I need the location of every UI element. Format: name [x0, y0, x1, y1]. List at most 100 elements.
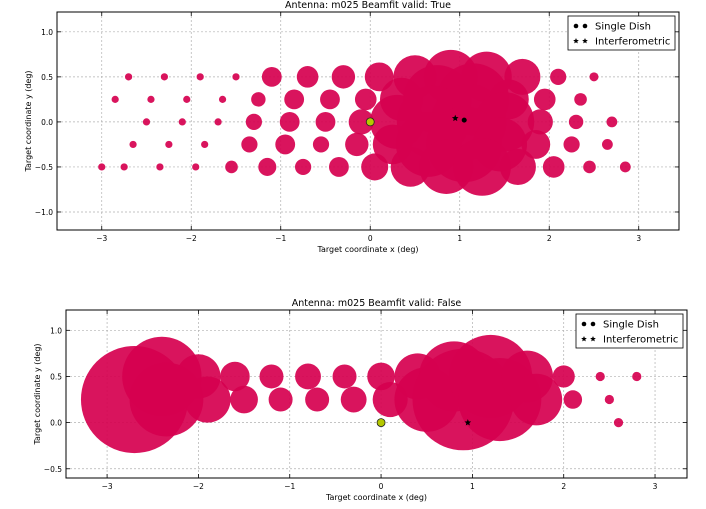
data-point — [192, 163, 200, 171]
data-point — [552, 365, 575, 388]
y-axis-label: Target coordinate y (deg) — [33, 343, 42, 445]
legend-label: Interferometric — [603, 335, 678, 346]
legend-label: Single Dish — [603, 320, 659, 331]
x-axis-label: Target coordinate x (deg) — [316, 245, 418, 254]
data-point — [98, 163, 106, 171]
data-point — [120, 163, 128, 171]
data-point — [147, 95, 155, 103]
chart-panel-2: −3 −2 −1 0 1 2 3 −0.5 0.0 0.5 1.0 Antenna: m025 Bea… — [33, 298, 688, 502]
data-point — [563, 136, 580, 153]
data-point — [527, 109, 553, 135]
data-point — [632, 371, 642, 382]
data-point — [542, 156, 565, 178]
x-tick-label: −1 — [275, 234, 286, 243]
data-point — [245, 113, 262, 131]
y-tick-label: 0.0 — [41, 118, 53, 127]
data-point — [268, 387, 293, 412]
center-point — [376, 418, 386, 428]
data-point — [604, 394, 614, 405]
data-point — [574, 93, 587, 106]
data-point — [124, 73, 133, 81]
data-point — [305, 387, 330, 412]
data-point — [295, 158, 312, 176]
data-point — [340, 386, 367, 413]
legend-star-icon — [581, 336, 587, 342]
data-point — [296, 66, 319, 88]
x-tick-label: 1 — [470, 482, 475, 491]
data-point — [331, 65, 356, 89]
x-tick-label: 2 — [561, 482, 566, 491]
y-tick-label: −0.5 — [35, 163, 53, 172]
x-tick-label: −2 — [193, 482, 204, 491]
data-point — [354, 88, 377, 111]
data-point — [230, 385, 258, 414]
x-tick-label: 0 — [379, 482, 384, 491]
legend-star-icon — [582, 38, 588, 44]
data-points — [80, 334, 642, 454]
data-point — [156, 163, 164, 171]
y-tick-label: 0.0 — [50, 419, 62, 428]
data-point — [279, 111, 300, 132]
y-tick-label: 1.0 — [50, 326, 62, 335]
data-point — [220, 361, 250, 392]
plot-frame — [65, 309, 688, 479]
y-axis-label: Target coordinate y (deg) — [24, 70, 33, 172]
chart-title: Antenna: m025 Beamfit valid: True — [285, 0, 451, 11]
data-point — [568, 114, 584, 130]
data-point — [184, 376, 231, 423]
x-tick-label: 3 — [653, 482, 658, 491]
data-point — [218, 95, 227, 103]
x-axis-label: Target coordinate x (deg) — [325, 493, 427, 502]
data-point — [390, 147, 431, 187]
data-point — [589, 72, 599, 82]
data-point — [111, 95, 119, 103]
y-tick-label: 1.0 — [41, 28, 53, 37]
data-point — [595, 371, 605, 382]
data-point — [129, 140, 137, 149]
legend-box — [567, 15, 676, 51]
data-point — [259, 364, 284, 389]
data-point — [295, 363, 321, 390]
legend-star-icon — [573, 38, 579, 44]
data-point — [348, 109, 374, 135]
data-point — [214, 118, 222, 126]
data-point — [275, 134, 296, 155]
data-point — [345, 132, 369, 157]
y-tick-label: −0.5 — [44, 465, 62, 474]
legend-label: Single Dish — [595, 22, 651, 33]
data-point — [533, 88, 556, 111]
x-tick-label: 2 — [547, 234, 552, 243]
data-point — [563, 390, 583, 409]
x-tick-label: 0 — [368, 234, 373, 243]
data-point — [619, 161, 631, 173]
chart-title: Antenna: m025 Beamfit valid: False — [292, 298, 462, 309]
data-point — [550, 68, 567, 85]
data-point — [510, 373, 563, 426]
data-point — [499, 148, 536, 185]
data-point — [241, 136, 258, 153]
interferometric-point — [451, 114, 459, 122]
chart-panel-1: −3 −2 −1 0 1 2 3 −1.0 −0.5 0.0 0.5 1.0 Antenna: m025… — [24, 0, 680, 254]
center-point — [365, 117, 375, 127]
y-tick-label: 0.5 — [41, 73, 53, 82]
data-point — [312, 136, 330, 153]
data-point — [160, 73, 168, 81]
data-point — [196, 73, 204, 81]
data-point — [613, 418, 624, 428]
legend-dot-icon — [582, 23, 588, 29]
data-point — [332, 364, 357, 389]
data-point — [142, 118, 151, 126]
data-point — [601, 139, 613, 150]
y-tick-label: 0.5 — [50, 372, 62, 381]
data-points — [98, 49, 631, 196]
data-point — [183, 95, 191, 103]
y-tick-label: −1.0 — [35, 208, 53, 217]
x-tick-label: −3 — [102, 482, 113, 491]
data-point — [320, 89, 340, 110]
data-point — [583, 160, 596, 174]
data-point — [261, 66, 282, 87]
legend: Single Dish Interferometric — [567, 15, 676, 51]
data-point — [361, 153, 389, 181]
x-tick-label: 3 — [636, 234, 641, 243]
data-point — [521, 130, 551, 159]
